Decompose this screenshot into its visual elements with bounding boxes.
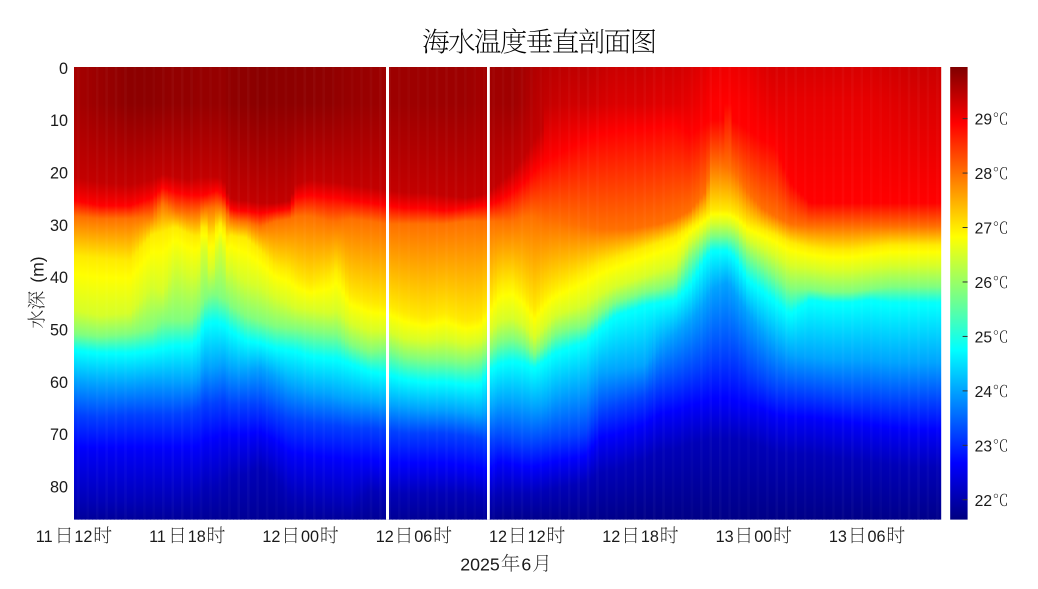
svg-text:(m): (m) xyxy=(27,256,47,282)
svg-text:20: 20 xyxy=(50,165,68,183)
svg-text:13: 13 xyxy=(829,528,847,546)
svg-text:06: 06 xyxy=(868,528,886,546)
svg-text:12: 12 xyxy=(262,528,280,546)
svg-text:30: 30 xyxy=(50,217,68,235)
svg-text:70: 70 xyxy=(50,426,68,444)
svg-text:10: 10 xyxy=(50,112,68,130)
svg-text:06: 06 xyxy=(414,528,432,546)
svg-text:22: 22 xyxy=(975,493,992,510)
svg-text:28: 28 xyxy=(975,166,993,183)
svg-text:18: 18 xyxy=(188,528,206,546)
svg-text:2025: 2025 xyxy=(460,554,500,574)
svg-text:12: 12 xyxy=(74,528,92,546)
svg-text:11: 11 xyxy=(36,528,53,546)
svg-text:25: 25 xyxy=(975,330,993,347)
svg-text:60: 60 xyxy=(50,374,68,392)
svg-text:24: 24 xyxy=(975,384,993,401)
svg-text:80: 80 xyxy=(50,478,68,496)
svg-text:12: 12 xyxy=(376,528,394,546)
svg-text:23: 23 xyxy=(975,438,993,455)
svg-text:0: 0 xyxy=(59,60,68,78)
svg-text:00: 00 xyxy=(301,528,319,546)
svg-text:12: 12 xyxy=(602,528,620,546)
svg-text:29: 29 xyxy=(975,112,992,129)
svg-text:50: 50 xyxy=(50,322,68,340)
svg-text:12: 12 xyxy=(528,528,546,546)
svg-text:00: 00 xyxy=(754,528,772,546)
svg-text:11: 11 xyxy=(149,528,166,546)
svg-text:27: 27 xyxy=(975,221,992,238)
svg-text:18: 18 xyxy=(641,528,659,546)
svg-text:26: 26 xyxy=(975,275,993,292)
svg-text:12: 12 xyxy=(489,528,507,546)
svg-text:13: 13 xyxy=(716,528,734,546)
svg-text:40: 40 xyxy=(50,269,68,287)
svg-text:6: 6 xyxy=(521,554,531,574)
